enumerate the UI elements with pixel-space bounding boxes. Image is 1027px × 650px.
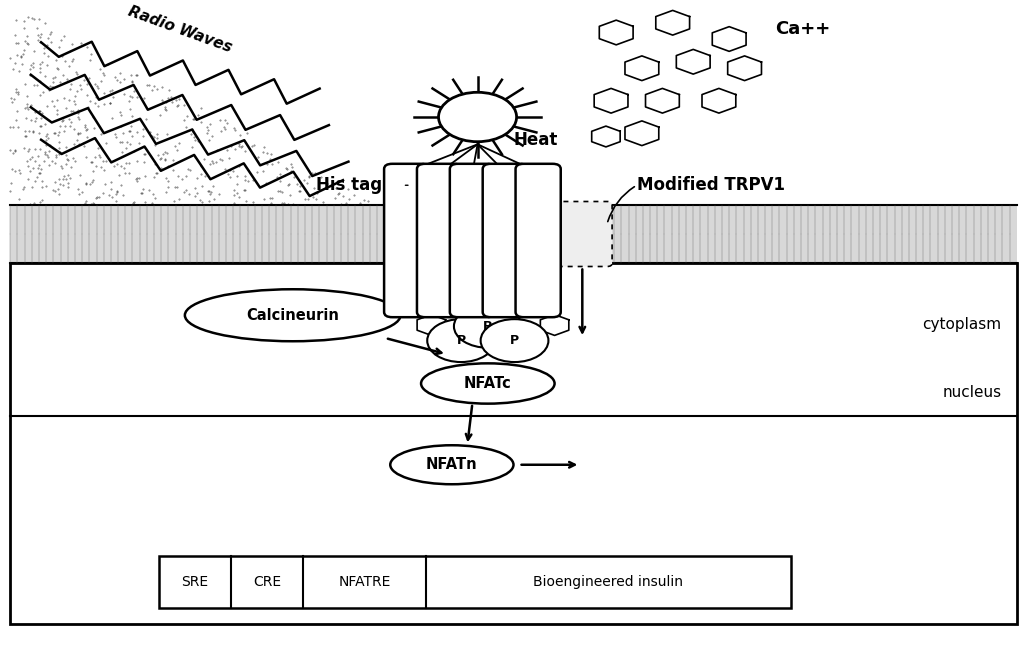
FancyBboxPatch shape: [450, 164, 495, 317]
Polygon shape: [438, 279, 466, 300]
Text: NFATc: NFATc: [464, 376, 511, 391]
Polygon shape: [677, 49, 710, 74]
Text: Heat: Heat: [514, 131, 558, 149]
Polygon shape: [600, 20, 633, 45]
Polygon shape: [468, 321, 497, 342]
Bar: [10, 234, 1017, 263]
Text: NFATRE: NFATRE: [339, 575, 390, 589]
Text: P: P: [510, 334, 519, 347]
Ellipse shape: [185, 289, 401, 341]
Bar: [10, 263, 1017, 624]
Polygon shape: [646, 88, 679, 113]
FancyBboxPatch shape: [483, 164, 528, 317]
Text: His tag: His tag: [316, 176, 382, 194]
Text: Bioengineered insulin: Bioengineered insulin: [533, 575, 684, 589]
Ellipse shape: [390, 445, 514, 484]
Bar: [159, 556, 791, 608]
Text: Calcineurin: Calcineurin: [246, 307, 339, 323]
FancyBboxPatch shape: [384, 164, 429, 317]
Text: SRE: SRE: [182, 575, 208, 589]
Bar: [10, 205, 1017, 234]
Circle shape: [454, 305, 522, 348]
Text: Radio Waves: Radio Waves: [125, 3, 234, 55]
Text: Modified TRPV1: Modified TRPV1: [637, 176, 785, 194]
Polygon shape: [713, 27, 746, 51]
Text: nucleus: nucleus: [942, 385, 1001, 400]
Polygon shape: [702, 88, 735, 113]
Circle shape: [481, 319, 548, 362]
Polygon shape: [656, 10, 689, 35]
Polygon shape: [625, 56, 658, 81]
Ellipse shape: [421, 363, 555, 404]
Text: P: P: [457, 334, 465, 347]
Polygon shape: [417, 315, 446, 335]
FancyBboxPatch shape: [417, 164, 462, 317]
Polygon shape: [595, 88, 627, 113]
Text: NFATn: NFATn: [426, 457, 478, 473]
Circle shape: [439, 92, 517, 142]
Polygon shape: [625, 121, 658, 146]
Circle shape: [427, 319, 495, 362]
Text: cytoplasm: cytoplasm: [922, 317, 1001, 333]
Polygon shape: [540, 315, 569, 335]
Text: Ca++: Ca++: [775, 20, 831, 38]
Polygon shape: [499, 285, 528, 306]
Polygon shape: [728, 56, 761, 81]
Polygon shape: [592, 126, 620, 147]
Text: P: P: [484, 320, 492, 333]
Text: CRE: CRE: [253, 575, 281, 589]
FancyBboxPatch shape: [553, 202, 612, 266]
FancyBboxPatch shape: [516, 164, 561, 317]
